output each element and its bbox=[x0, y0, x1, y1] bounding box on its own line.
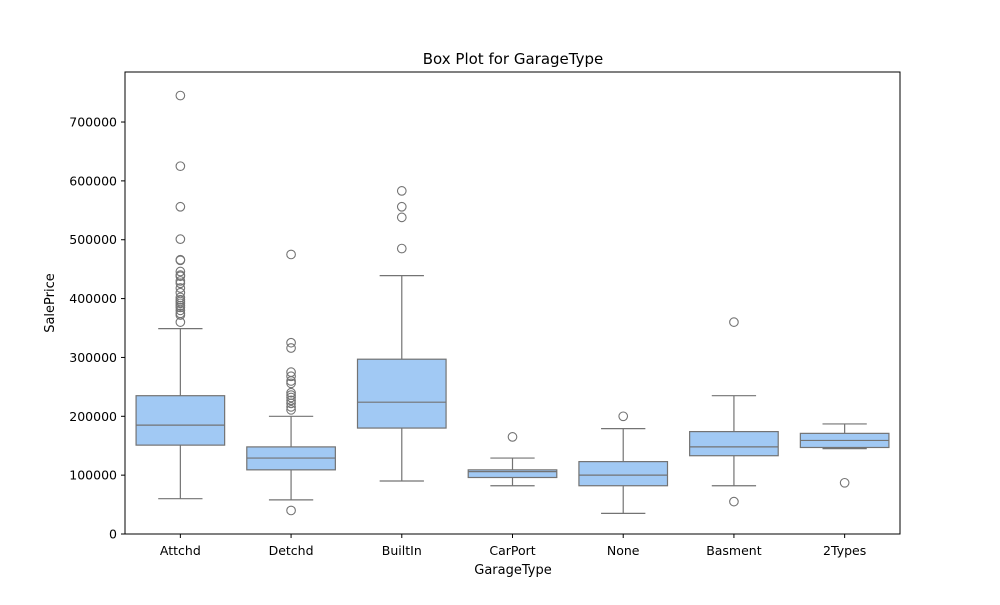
box-iqr bbox=[578, 461, 669, 487]
outlier-point bbox=[175, 255, 186, 266]
outlier-point bbox=[396, 201, 407, 212]
outlier-point bbox=[286, 371, 296, 382]
outlier-point bbox=[286, 404, 296, 415]
outlier-point bbox=[175, 310, 186, 320]
x-tick-label: 2Types bbox=[823, 543, 866, 558]
x-tick-label: Attchd bbox=[160, 543, 201, 558]
outlier-point bbox=[396, 212, 407, 223]
outlier-point bbox=[175, 90, 186, 101]
y-tick-label: 0 bbox=[109, 527, 117, 542]
outlier-point bbox=[175, 298, 186, 309]
plot-frame bbox=[124, 71, 901, 535]
outlier-point bbox=[286, 378, 296, 389]
outlier-point bbox=[175, 266, 186, 277]
outlier-point bbox=[286, 376, 296, 386]
outlier-point bbox=[286, 249, 296, 260]
outlier-point bbox=[175, 201, 186, 212]
outlier-point bbox=[286, 402, 296, 412]
outlier-point bbox=[286, 337, 296, 348]
outlier-point bbox=[175, 317, 186, 327]
outlier-point bbox=[175, 283, 186, 293]
y-tick-label: 300000 bbox=[69, 350, 117, 365]
outlier-point bbox=[175, 271, 186, 282]
y-tick-label: 100000 bbox=[69, 468, 117, 483]
chart-title: Box Plot for GarageType bbox=[423, 50, 603, 68]
x-axis-label: GarageType bbox=[474, 563, 551, 578]
outlier-point bbox=[286, 395, 296, 406]
outlier-point bbox=[286, 387, 296, 398]
outlier-point bbox=[839, 477, 850, 488]
y-tick-label: 400000 bbox=[69, 291, 117, 306]
outlier-point bbox=[175, 276, 186, 286]
y-tick-label: 600000 bbox=[69, 173, 117, 188]
x-tick-label: BuiltIn bbox=[382, 543, 422, 558]
plot-area: 0 100000 200000 300000 400000 500000 600000 700… bbox=[69, 90, 890, 558]
outlier-point bbox=[286, 392, 296, 403]
outlier-point bbox=[175, 305, 186, 316]
x-tick-label: None bbox=[607, 543, 640, 558]
outlier-point bbox=[175, 234, 186, 244]
outlier-point bbox=[396, 186, 407, 196]
outlier-point bbox=[286, 398, 296, 409]
x-tick-label: Basment bbox=[706, 543, 762, 558]
outlier-point bbox=[729, 317, 739, 327]
box-iqr bbox=[135, 395, 226, 446]
box-iqr bbox=[356, 358, 447, 429]
outlier-point bbox=[175, 302, 186, 313]
y-tick-label: 200000 bbox=[69, 409, 117, 424]
outlier-point bbox=[729, 496, 739, 507]
outlier-point bbox=[618, 411, 629, 422]
outlier-point bbox=[286, 343, 296, 353]
y-tick-label: 500000 bbox=[69, 232, 117, 247]
outlier-point bbox=[396, 243, 407, 254]
y-axis-label: SalePrice bbox=[43, 273, 58, 333]
box-iqr bbox=[689, 430, 779, 457]
x-tick-label: CarPort bbox=[489, 543, 535, 558]
outlier-point bbox=[286, 505, 296, 516]
box-iqr bbox=[467, 469, 558, 479]
x-tick-label: Detchd bbox=[269, 543, 314, 558]
y-tick-label: 700000 bbox=[69, 115, 117, 130]
outlier-point bbox=[175, 278, 186, 289]
outlier-point bbox=[507, 432, 518, 442]
outlier-point bbox=[175, 161, 186, 172]
